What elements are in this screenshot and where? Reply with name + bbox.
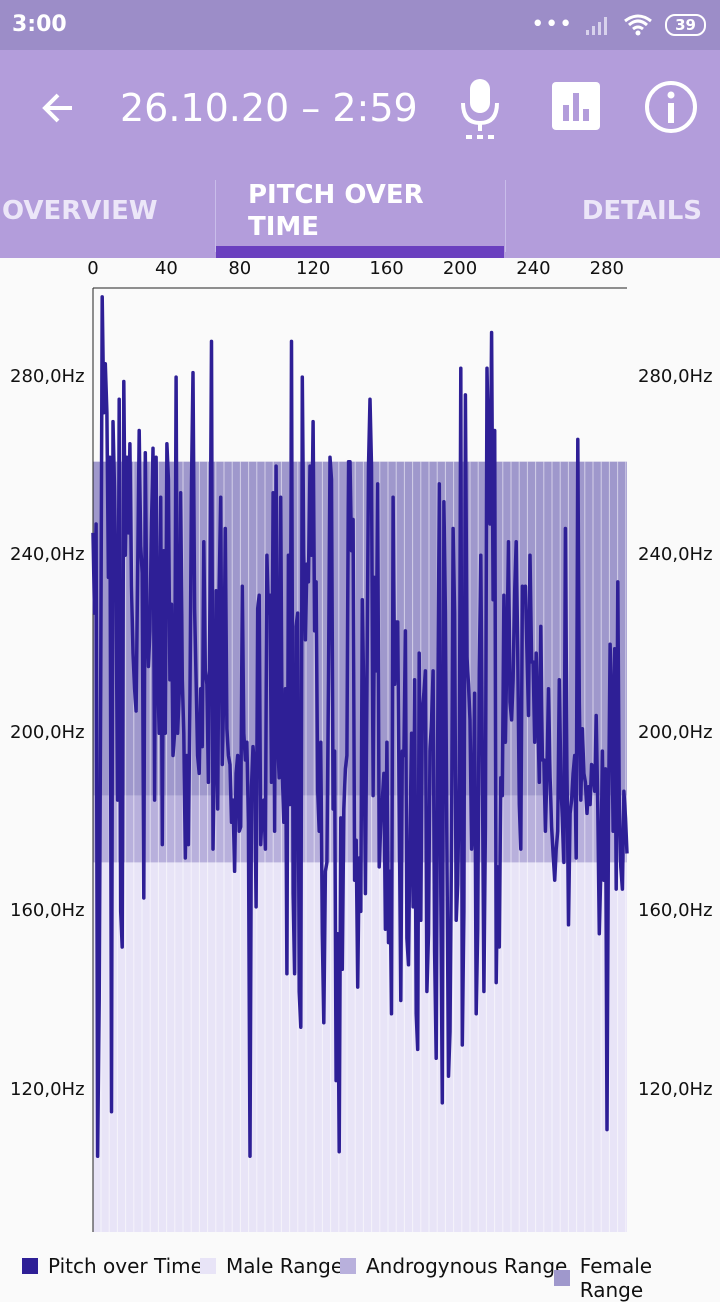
x-tick-label: 160 — [369, 258, 404, 279]
record-button[interactable] — [452, 72, 508, 144]
tab-overview[interactable]: OVERVIEW — [2, 180, 214, 258]
legend-androgynous: Androgynous Range — [340, 1254, 567, 1278]
app-bar: 26.10.20 – 2:59 OVERVIEW PITCH OVER — [0, 50, 720, 258]
statistics-button[interactable] — [548, 78, 604, 134]
notification-dots-icon: ••• — [531, 12, 574, 37]
legend-swatch-male — [200, 1258, 216, 1274]
status-icons: ••• 39 — [531, 12, 706, 38]
y-tick-label-left: 200,0Hz — [10, 722, 85, 744]
legend-female: Female Range — [554, 1254, 720, 1302]
bar-chart-icon — [552, 82, 600, 130]
legend-swatch-pitch — [22, 1258, 38, 1274]
x-tick-label: 280 — [589, 258, 624, 279]
status-bar: 3:00 ••• 39 — [0, 0, 720, 50]
tab-divider — [505, 180, 506, 252]
tab-bar: OVERVIEW PITCH OVER TIME DETAILS — [0, 180, 720, 258]
x-tick-label: 200 — [442, 258, 478, 279]
back-button[interactable] — [30, 80, 86, 136]
legend-label-female: Female Range — [579, 1254, 653, 1302]
y-tick-label-left: 280,0Hz — [10, 366, 85, 388]
pitch-chart[interactable]: 0 40 80 120 160 200 240 280 280,0Hz 280,0Hz 240,0… — [0, 258, 720, 1248]
y-tick-label-right: 120,0Hz — [638, 1078, 713, 1100]
wifi-icon — [624, 14, 653, 36]
chart-legend: Pitch over Time Male Range Androgynous R… — [0, 1252, 720, 1302]
x-tick-label: 80 — [228, 258, 252, 279]
y-tick-label-right: 240,0Hz — [638, 544, 713, 566]
legend-label-androgynous: Androgynous Range — [366, 1254, 568, 1278]
x-tick-label: 240 — [516, 258, 551, 279]
tab-pitch-over-time[interactable]: PITCH OVER TIME — [216, 180, 504, 258]
tab-details[interactable]: DETAILS — [506, 180, 718, 258]
y-tick-label-right: 160,0Hz — [638, 900, 713, 922]
tab-details-label: DETAILS — [581, 196, 702, 226]
x-tick-label: 120 — [296, 258, 331, 279]
status-time: 3:00 — [12, 12, 67, 37]
y-tick-label-right: 200,0Hz — [638, 722, 713, 744]
info-button[interactable] — [640, 76, 702, 138]
tab-pitch-label-line1: PITCH OVER — [248, 180, 424, 210]
legend-male: Male Range — [200, 1254, 343, 1278]
page-title: 26.10.20 – 2:59 — [120, 86, 418, 130]
y-tick-label-left: 120,0Hz — [10, 1078, 85, 1100]
x-tick-label: 40 — [154, 258, 178, 279]
active-tab-indicator — [216, 246, 504, 258]
info-icon — [645, 81, 697, 133]
y-tick-label-left: 240,0Hz — [10, 544, 85, 566]
y-tick-label-left: 160,0Hz — [10, 900, 85, 922]
legend-pitch: Pitch over Time — [22, 1254, 203, 1278]
battery-icon: 39 — [665, 14, 706, 36]
tab-pitch-label-line2: TIME — [248, 212, 320, 242]
tab-divider — [215, 180, 216, 252]
x-tick-label: 0 — [87, 258, 99, 279]
legend-swatch-female — [554, 1270, 570, 1286]
signal-icon — [586, 17, 608, 35]
legend-label-male: Male Range — [226, 1254, 344, 1278]
arrow-left-icon — [42, 93, 72, 123]
legend-swatch-androgynous — [340, 1258, 356, 1274]
tab-overview-label: OVERVIEW — [2, 196, 158, 226]
pitch-plot — [91, 287, 629, 1232]
y-tick-label-right: 280,0Hz — [638, 366, 713, 388]
legend-label-pitch: Pitch over Time — [48, 1254, 203, 1278]
microphone-icon — [461, 79, 499, 139]
pitch-series-line — [91, 295, 629, 1159]
